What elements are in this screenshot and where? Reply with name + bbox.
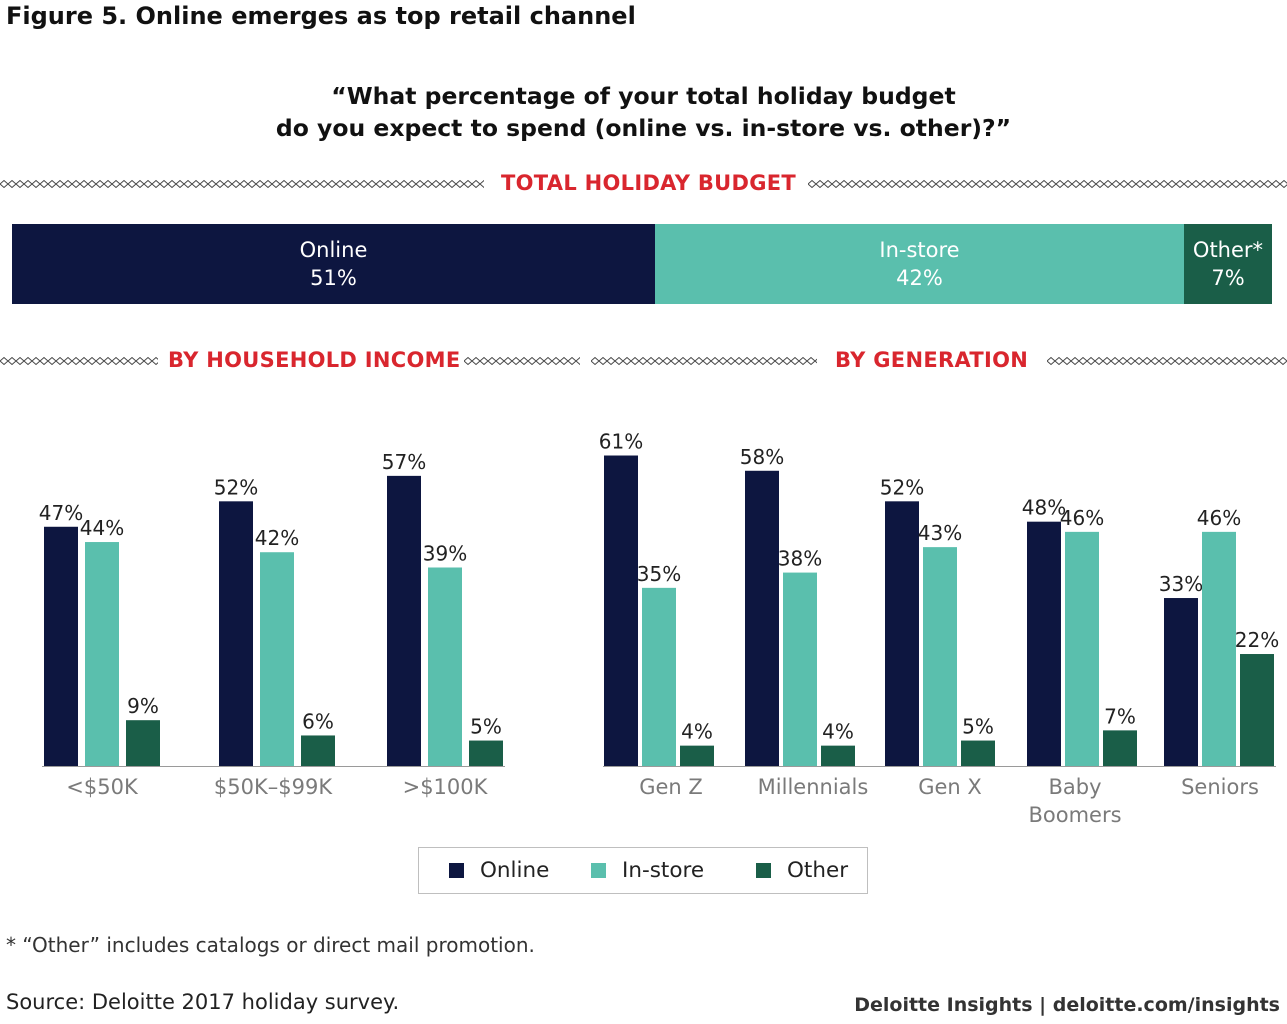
segment-in-store-value: 42% <box>896 266 943 290</box>
data-label-other: 6% <box>302 709 334 733</box>
data-label-in-store: 44% <box>80 516 124 540</box>
bar-online <box>1027 521 1061 766</box>
data-label-online: 48% <box>1022 496 1066 520</box>
data-label-other: 4% <box>681 720 713 744</box>
legend-swatch-in-store <box>591 863 606 878</box>
data-label-online: 52% <box>214 475 258 499</box>
bar-in-store <box>428 567 462 766</box>
segment-other-label: Other* <box>1192 238 1264 262</box>
legend-item-in-store: In-store <box>591 858 704 883</box>
category-label: >$100K <box>403 775 489 799</box>
bar-other <box>469 740 503 766</box>
bar-other <box>821 745 855 766</box>
data-label-in-store: 43% <box>918 521 962 545</box>
footnote: * “Other” includes catalogs or direct ma… <box>6 933 535 957</box>
bar-other <box>301 735 335 766</box>
divider-right-total <box>808 179 1287 189</box>
data-label-online: 61% <box>599 430 643 454</box>
legend-item-other: Other <box>756 858 848 883</box>
bar-online <box>885 501 919 766</box>
data-label-online: 58% <box>740 445 784 469</box>
data-label-online: 52% <box>880 475 924 499</box>
bar-other <box>1240 654 1274 766</box>
divider-left-income <box>0 356 158 366</box>
section-title-generation: BY GENERATION <box>835 348 1029 372</box>
data-label-in-store: 46% <box>1060 506 1104 530</box>
legend-label-other: Other <box>787 858 849 883</box>
data-label-other: 9% <box>127 694 159 718</box>
data-label-in-store: 38% <box>778 547 822 571</box>
bar-other <box>1103 730 1137 766</box>
bar-in-store <box>1202 531 1236 766</box>
data-label-online: 57% <box>382 450 426 474</box>
bar-online <box>1164 598 1198 766</box>
source-note: Source: Deloitte 2017 holiday survey. <box>6 990 400 1014</box>
segment-in-store-label: In-store <box>879 238 960 262</box>
data-label-other: 22% <box>1235 628 1279 652</box>
divider-left-generation <box>591 356 817 366</box>
segment-online-value: 51% <box>310 266 357 290</box>
segment-other-value: 7% <box>1211 266 1245 290</box>
category-label: Seniors <box>1181 775 1259 799</box>
question-line-2: do you expect to spend (online vs. in-st… <box>275 114 1012 142</box>
bar-in-store <box>85 542 119 766</box>
bar-in-store <box>260 552 294 766</box>
bar-in-store <box>783 572 817 766</box>
category-label: <$50K <box>66 775 139 799</box>
data-label-in-store: 35% <box>637 562 681 586</box>
divider-left-total <box>0 179 484 189</box>
bar-other <box>961 740 995 766</box>
data-label-online: 33% <box>1159 572 1203 596</box>
legend-item-online: Online <box>449 858 549 883</box>
legend-label-in-store: In-store <box>622 858 705 883</box>
bar-online <box>387 475 421 766</box>
bar-in-store <box>642 587 676 766</box>
category-label: $50K–$99K <box>214 775 333 799</box>
data-label-other: 5% <box>470 715 502 739</box>
data-label-in-store: 39% <box>423 541 467 565</box>
survey-question: “What percentage of your total holiday b… <box>0 80 1287 144</box>
data-label-other: 4% <box>822 720 854 744</box>
bar-online <box>604 455 638 766</box>
section-title-income: BY HOUSEHOLD INCOME <box>168 348 461 372</box>
section-title-total: TOTAL HOLIDAY BUDGET <box>501 171 797 195</box>
segment-other: Other* 7% <box>1184 224 1272 304</box>
category-label: Gen Z <box>639 775 703 799</box>
figure-title: Figure 5. Online emerges as top retail c… <box>6 2 636 30</box>
data-label-in-store: 46% <box>1197 506 1241 530</box>
bar-online <box>745 470 779 766</box>
brand-credit: Deloitte Insights | deloitte.com/insight… <box>854 994 1280 1016</box>
category-label: Baby Boomers <box>1028 775 1121 827</box>
question-line-1: “What percentage of your total holiday b… <box>331 82 956 110</box>
data-label-other: 7% <box>1104 704 1136 728</box>
category-label: Gen X <box>918 775 982 799</box>
legend-swatch-online <box>449 863 464 878</box>
bar-other <box>126 720 160 766</box>
legend-swatch-other <box>756 863 771 878</box>
divider-right-income <box>464 356 580 366</box>
bar-in-store <box>1065 531 1099 766</box>
segment-online-label: Online <box>299 238 368 262</box>
grouped-bar-charts: 47%44% 9% <$50K 52% 42% 6% $50K–$99K 57% 39% 5% >$… <box>39 430 1279 827</box>
legend: Online In-store Other <box>418 847 868 894</box>
bar-online <box>219 501 253 766</box>
bar-other <box>680 745 714 766</box>
legend-label-online: Online <box>480 858 550 883</box>
data-label-in-store: 42% <box>255 526 299 550</box>
bar-online <box>44 526 78 766</box>
data-label-online: 47% <box>39 501 83 525</box>
segment-online: Online 51% <box>12 224 655 304</box>
segment-in-store: In-store 42% <box>655 224 1184 304</box>
category-label: Millennials <box>758 775 869 799</box>
divider-right-generation <box>1047 356 1287 366</box>
total-budget-bar: Online 51% In-store 42% Other* 7% <box>12 224 1272 304</box>
data-label-other: 5% <box>962 715 994 739</box>
bar-in-store <box>923 547 957 766</box>
